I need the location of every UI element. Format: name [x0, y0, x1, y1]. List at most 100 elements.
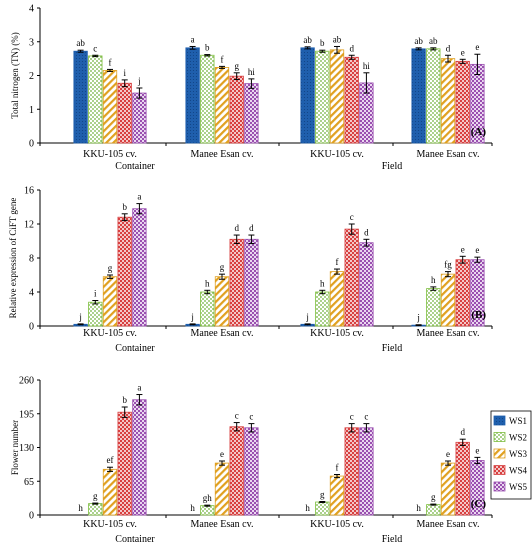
significance-letter: ab — [414, 36, 423, 46]
legend-label-ws2: WS2 — [509, 433, 527, 443]
panel-label: (B) — [471, 309, 486, 321]
significance-letter: a — [137, 383, 141, 393]
panel-label: (C) — [471, 498, 487, 510]
bar-ws5 — [132, 399, 147, 516]
legend-label-ws5: WS5 — [509, 482, 528, 492]
bar-ws2 — [88, 301, 103, 327]
bar-ws3 — [440, 58, 456, 144]
significance-letter: b — [320, 38, 325, 48]
bar-ws2 — [88, 55, 103, 144]
significance-letter: d — [249, 223, 254, 233]
y-tick-label: 195 — [19, 409, 34, 420]
significance-letter: f — [109, 57, 112, 67]
significance-letter: h — [205, 278, 210, 288]
significance-letter: c — [350, 412, 354, 422]
legend-label-ws4: WS4 — [509, 466, 528, 476]
bar-ws3 — [102, 70, 118, 144]
x-tick-label: KKU-105 cv. — [83, 149, 137, 160]
bar-ws2 — [200, 54, 215, 144]
bar-ws2 — [426, 288, 441, 327]
y-axis-label: Flower number — [10, 420, 20, 475]
y-axis-label: Relative expression of CiFT gene — [8, 198, 18, 319]
bar-ws2 — [426, 504, 441, 516]
significance-letter: c — [364, 412, 368, 422]
bar-ws3 — [329, 271, 345, 327]
y-tick-label: 8 — [29, 254, 34, 265]
significance-letter: b — [205, 43, 210, 53]
bar-ws5 — [359, 242, 374, 327]
panel-label: (A) — [471, 126, 487, 138]
x-tick-label: KKU-105 cv. — [83, 328, 137, 339]
significance-letter: g — [320, 490, 325, 500]
legend-swatch-ws2 — [493, 432, 506, 442]
bar-ws3 — [329, 475, 345, 516]
bar-ws2 — [426, 48, 441, 144]
bar-ws4 — [455, 441, 470, 516]
bar-ws1 — [411, 48, 426, 144]
x-tick-label: Manee Esan cv. — [417, 328, 480, 339]
legend-label-ws3: WS3 — [509, 449, 528, 459]
significance-letter: fg — [444, 260, 452, 270]
significance-letter: b — [122, 202, 127, 212]
x-tick-label: KKU-105 cv. — [83, 519, 137, 530]
significance-letter: i — [123, 68, 126, 78]
bar-ws2 — [315, 501, 330, 516]
condition-label: Field — [382, 161, 403, 172]
y-tick-label: 2 — [29, 71, 34, 82]
bar-ws3 — [440, 462, 456, 516]
significance-letter: hi — [363, 61, 371, 71]
y-tick-label: 0 — [29, 511, 34, 522]
significance-letter: b — [122, 395, 127, 405]
significance-letter: j — [305, 312, 309, 322]
x-tick-label: KKU-105 cv. — [310, 328, 364, 339]
bar-ws3 — [214, 276, 230, 327]
y-axis-label: Total nitrogen (TN) (%) — [10, 32, 20, 119]
bar-ws4 — [229, 426, 244, 516]
x-tick-label: Manee Esan cv. — [417, 519, 480, 530]
bar-ws5 — [244, 427, 259, 516]
y-tick-label: 12 — [24, 220, 34, 231]
bar-ws2 — [315, 50, 330, 144]
bar-ws3 — [440, 273, 456, 327]
significance-letter: h — [431, 275, 436, 285]
significance-letter: h — [190, 503, 195, 513]
significance-letter: f — [221, 54, 224, 64]
x-tick-label: Manee Esan cv. — [191, 149, 254, 160]
significance-letter: e — [475, 42, 479, 52]
significance-letter: c — [93, 43, 97, 53]
bar-ws4 — [229, 75, 244, 144]
bar-ws3 — [329, 49, 345, 144]
x-tick-label: Manee Esan cv. — [417, 149, 480, 160]
significance-letter: h — [416, 503, 421, 513]
significance-letter: g — [431, 492, 436, 502]
significance-letter: i — [94, 289, 97, 299]
significance-letter: h — [305, 503, 310, 513]
bar-ws1 — [185, 47, 200, 144]
significance-letter: f — [336, 463, 339, 473]
bar-ws4 — [455, 60, 470, 144]
significance-letter: d — [446, 43, 451, 53]
bar-ws5 — [244, 83, 259, 144]
x-tick-label: KKU-105 cv. — [310, 149, 364, 160]
legend-swatch-ws4 — [493, 465, 506, 475]
significance-letter: g — [93, 491, 98, 501]
significance-letter: h — [320, 278, 325, 288]
bar-ws4 — [117, 411, 132, 516]
bar-ws4 — [229, 238, 244, 327]
significance-letter: j — [190, 312, 194, 322]
significance-letter: j — [416, 313, 420, 323]
significance-letter: g — [234, 61, 239, 71]
significance-letter: e — [446, 449, 450, 459]
bar-ws1 — [300, 47, 315, 144]
bar-ws4 — [344, 56, 359, 144]
bar-ws4 — [344, 427, 359, 516]
condition-label: Container — [115, 534, 155, 545]
y-tick-label: 16 — [24, 186, 34, 197]
y-tick-label: 4 — [29, 288, 34, 299]
y-tick-label: 260 — [19, 376, 34, 387]
significance-letter: ab — [303, 35, 312, 45]
significance-letter: d — [460, 427, 465, 437]
y-tick-label: 1 — [29, 105, 34, 116]
